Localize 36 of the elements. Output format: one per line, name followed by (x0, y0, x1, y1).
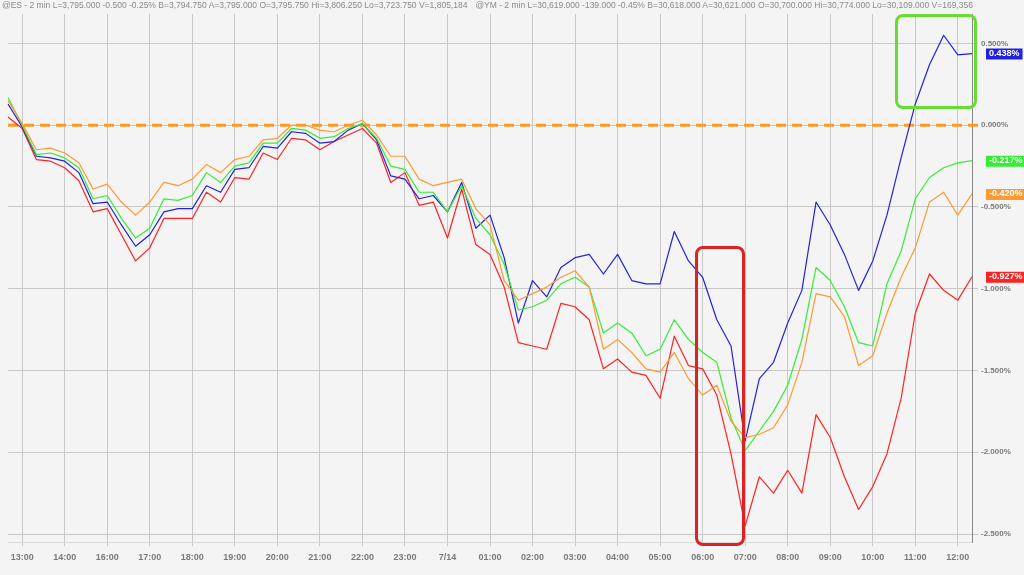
text: @ES - 2 min L=3,795.000 -0.500 -0.25% B=3,794.750 A=3,795.000 O=3,795.750 Hi=3,806.250 Lo=3,723.750 V=1,805,184 (2, 0, 468, 10)
x-tick-label: 17:00 (138, 552, 162, 563)
x-tick-label: 21:00 (308, 552, 332, 563)
x-tick-label: 06:00 (691, 552, 715, 563)
x-tick-label: 01:00 (478, 552, 502, 563)
y-tick-label: -0.500% (981, 202, 1011, 212)
x-tick-label: 7/14 (438, 552, 457, 563)
x-tick-label: 03:00 (563, 552, 587, 563)
x-tick-label: 08:00 (776, 552, 800, 563)
x-tick-label: 11:00 (904, 552, 927, 563)
y-tick-label: -2.500% (981, 529, 1011, 539)
data-label: 0.438% (989, 48, 1020, 59)
x-tick-label: 04:00 (606, 552, 630, 563)
x-tick-label: 19:00 (223, 552, 247, 563)
x-tick-label: 20:00 (265, 552, 289, 563)
x-tick-label: 09:00 (818, 552, 842, 563)
y-tick-label: -1.500% (981, 365, 1011, 375)
x-tick-label: 14:00 (53, 552, 77, 563)
x-tick-label: 07:00 (733, 552, 757, 563)
x-tick-label: 02:00 (521, 552, 545, 563)
text: @YM - 2 min L=30,619.000 -139.000 -0.45% B=30,618.000 A=30,621.000 O=30,700.000 Hi=30,774.000 Lo=30,109.000 V=169,356 (475, 0, 973, 10)
x-tick-label: 18:00 (180, 552, 204, 563)
y-tick-label: 0.000% (981, 120, 1009, 130)
data-label: -0.217% (989, 155, 1023, 166)
data-label: -0.927% (989, 271, 1023, 282)
x-tick-label: 23:00 (393, 552, 417, 563)
y-tick-label: -2.000% (981, 447, 1011, 457)
x-tick-label: 22:00 (350, 552, 374, 563)
x-tick-label: 10:00 (861, 552, 885, 563)
data-label: -0.420% (989, 188, 1023, 199)
y-tick-label: 0.500% (981, 38, 1009, 48)
x-tick-label: 16:00 (95, 552, 119, 563)
x-tick-label: 12:00 (946, 552, 970, 563)
x-tick-label: 13:00 (10, 552, 34, 563)
y-tick-label: -1.000% (981, 283, 1011, 293)
x-tick-label: 05:00 (648, 552, 672, 563)
